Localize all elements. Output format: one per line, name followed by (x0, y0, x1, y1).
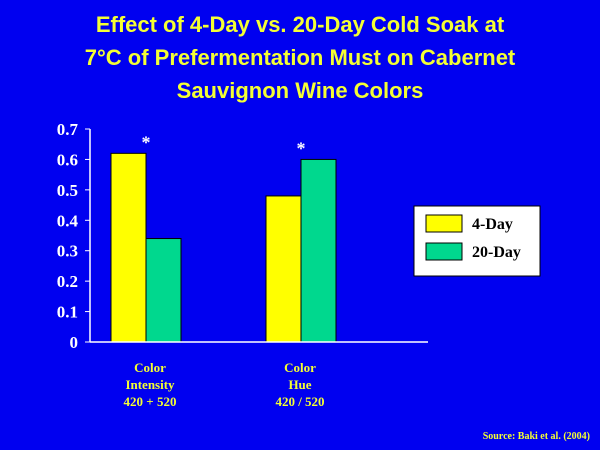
legend-swatch (425, 242, 463, 261)
source-note: Source: Baki et al. (2004) (482, 431, 590, 442)
x-category-label: Color (134, 360, 166, 375)
title-line-2: 7°C of Prefermentation Must on Cabernet (84, 45, 516, 70)
significance-marker: * (297, 138, 306, 158)
bar-4-day-1 (110, 152, 147, 343)
chart-title: Effect of 4-Day vs. 20-Day Cold Soak at … (20, 8, 580, 107)
x-category-label: 420 + 520 (124, 394, 177, 409)
bar-20-day-1 (145, 238, 182, 343)
y-tick-label: 0.2 (57, 272, 78, 291)
bar-4-day-2 (265, 195, 302, 343)
y-tick-label: 0.6 (57, 150, 78, 169)
y-tick-label: 0.3 (57, 242, 78, 261)
y-tick-label: 0.5 (57, 181, 78, 200)
significance-marker: * (142, 132, 151, 152)
title-line-1: Effect of 4-Day vs. 20-Day Cold Soak at (95, 12, 505, 37)
x-category-label: 420 / 520 (275, 394, 324, 409)
y-tick-label: 0.1 (57, 303, 78, 322)
x-category-label: Color (284, 360, 316, 375)
legend-box (413, 205, 541, 277)
legend-label: 4-Day (472, 216, 513, 233)
title-line-3: Sauvignon Wine Colors (176, 78, 424, 103)
legend-label: 20-Day (472, 244, 521, 261)
bar-20-day-2 (300, 158, 337, 343)
x-category-label: Intensity (125, 377, 175, 392)
y-tick-label: 0 (70, 333, 79, 352)
y-tick-label: 0.7 (57, 120, 79, 139)
y-tick-label: 0.4 (57, 211, 79, 230)
x-category-label: Hue (288, 377, 311, 392)
legend-swatch (425, 214, 463, 233)
